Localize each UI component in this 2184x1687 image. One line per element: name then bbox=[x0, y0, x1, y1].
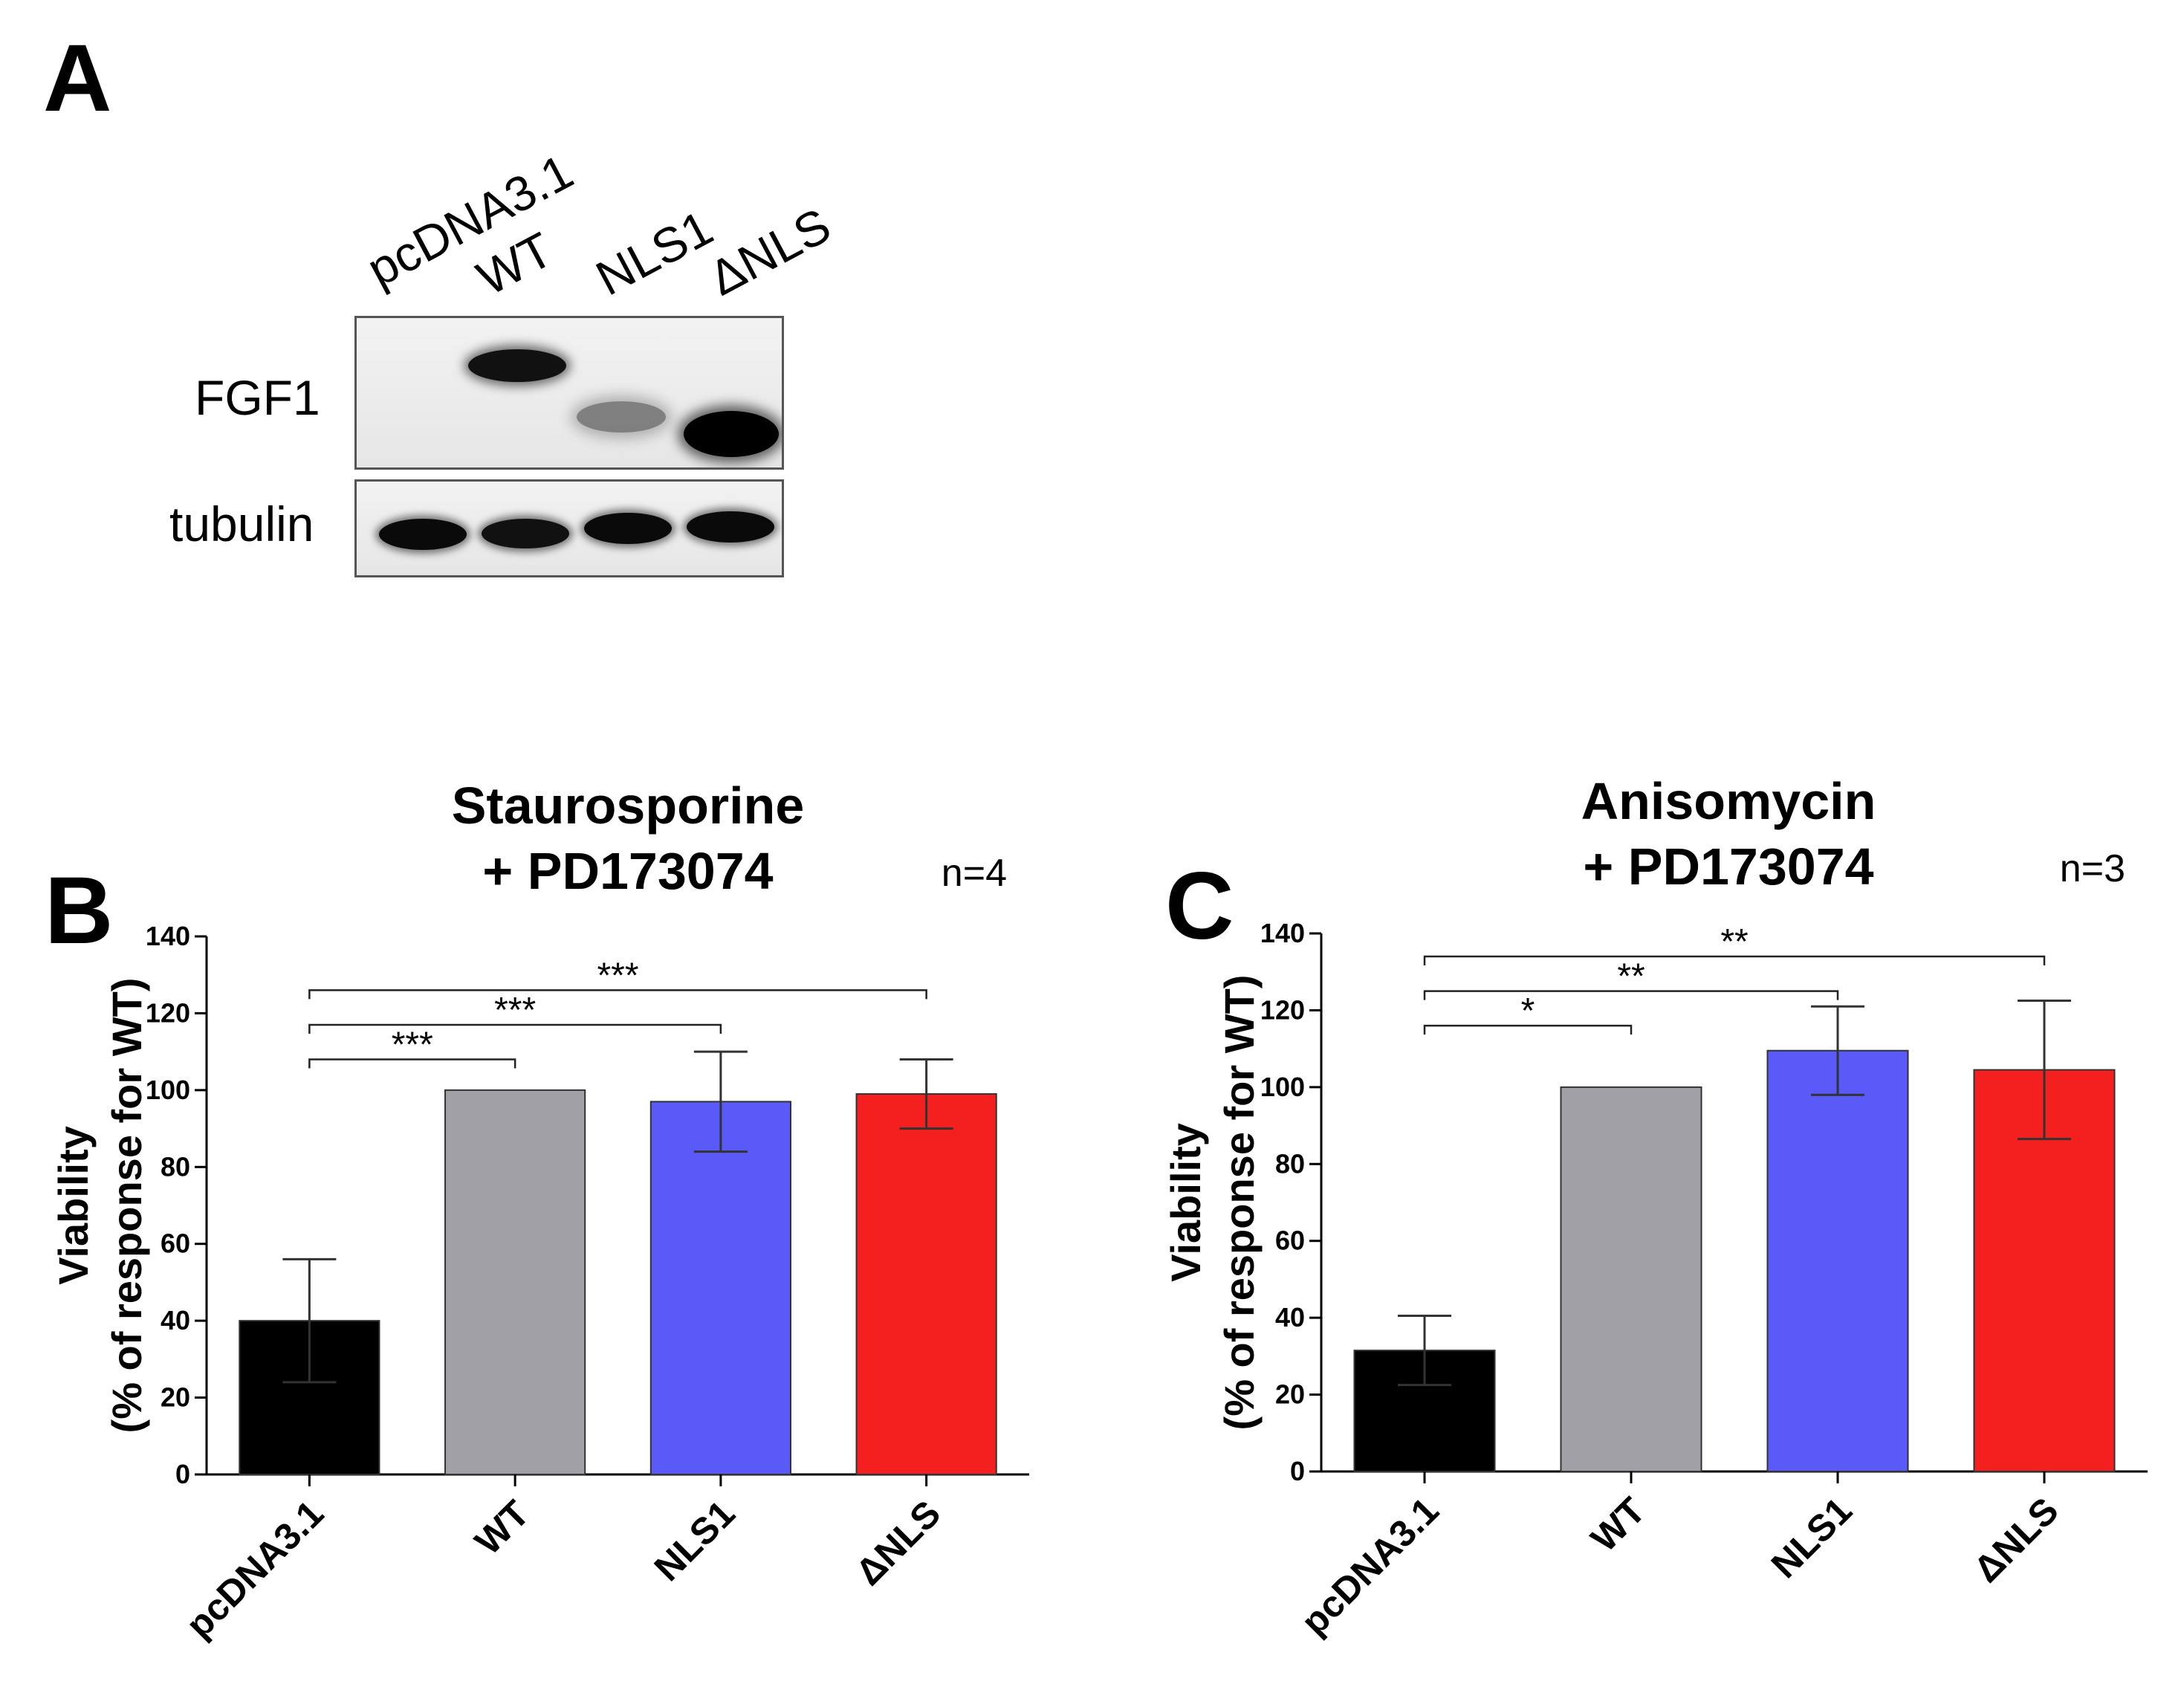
significance-bracket-0 bbox=[1423, 1024, 1633, 1035]
y-tick-label: 20 bbox=[1275, 1379, 1305, 1410]
y-tick-label: 60 bbox=[161, 1228, 190, 1259]
blot-membrane-fgf1 bbox=[354, 316, 784, 470]
y-tick-label: 120 bbox=[146, 997, 190, 1028]
y-tick-label: 0 bbox=[175, 1459, 190, 1489]
significance-bracket-1 bbox=[1423, 990, 1839, 1000]
n-label: n=3 bbox=[2060, 847, 2125, 890]
panel-letter-a: A bbox=[43, 25, 112, 132]
significance-label-0: * bbox=[1521, 991, 1535, 1031]
bar-2 bbox=[1766, 1049, 1909, 1472]
y-axis-label: Viability (% of response for WT) bbox=[50, 978, 150, 1434]
band-tubulin-dnls bbox=[687, 511, 774, 543]
y-axis-label-line-1: Viability bbox=[1162, 1123, 1209, 1282]
y-tick-label: 120 bbox=[1260, 994, 1305, 1025]
panel-letter-c: C bbox=[1165, 853, 1234, 959]
y-tick-label: 60 bbox=[1275, 1225, 1305, 1256]
y-axis-label-line-2: (% of response for WT) bbox=[1216, 975, 1263, 1431]
y-tick-label: 100 bbox=[1260, 1072, 1305, 1102]
significance-label-1: ** bbox=[1617, 957, 1645, 997]
n-label: n=4 bbox=[942, 852, 1007, 895]
blot-membrane-tubulin bbox=[354, 479, 784, 577]
y-tick-label: 20 bbox=[161, 1382, 190, 1413]
row-label-tubulin: tubulin bbox=[169, 496, 314, 551]
y-tick-label: 100 bbox=[146, 1075, 190, 1105]
y-axis-label-line-1: Viability bbox=[50, 1126, 97, 1285]
y-axis-label: Viability (% of response for WT) bbox=[1162, 975, 1263, 1431]
band-fgf1-dnls bbox=[684, 411, 779, 457]
significance-bracket-0 bbox=[308, 1058, 516, 1069]
y-tick-label: 80 bbox=[1275, 1148, 1305, 1179]
x-tick-label-3: ΔNLS bbox=[1966, 1489, 2067, 1590]
x-tick-label-1: WT bbox=[1583, 1489, 1653, 1560]
band-fgf1-nls1 bbox=[577, 401, 666, 433]
band-tubulin-pcdna bbox=[379, 519, 467, 550]
significance-label-2: *** bbox=[597, 956, 638, 995]
chart-title-line-2: + PD173074 bbox=[1583, 838, 1873, 896]
y-tick-label: 140 bbox=[146, 921, 190, 951]
x-tick-label-0: pcDNA3.1 bbox=[1293, 1489, 1447, 1643]
x-tick-label-2: NLS1 bbox=[1763, 1489, 1860, 1586]
chart-title-line-2: + PD173074 bbox=[482, 842, 773, 900]
y-tick-label: 40 bbox=[1275, 1302, 1305, 1333]
significance-bracket-2 bbox=[308, 989, 927, 1000]
significance-label-1: *** bbox=[494, 991, 536, 1030]
band-tubulin-nls1 bbox=[584, 513, 672, 544]
y-tick-label: 140 bbox=[1260, 918, 1305, 948]
significance-label-0: *** bbox=[392, 1025, 433, 1064]
chart-title-line-1: Anisomycin bbox=[1581, 772, 1876, 830]
bar-3 bbox=[855, 1093, 997, 1475]
bar-1 bbox=[444, 1089, 586, 1476]
panel-letter-b: B bbox=[45, 858, 114, 964]
bar-1 bbox=[1560, 1086, 1702, 1473]
band-fgf1-wt bbox=[468, 349, 566, 382]
y-tick-label: 0 bbox=[1290, 1456, 1305, 1486]
significance-bracket-1 bbox=[308, 1023, 722, 1034]
significance-bracket-2 bbox=[1423, 955, 2046, 966]
y-axis-label-line-2: (% of response for WT) bbox=[103, 978, 150, 1434]
band-tubulin-wt bbox=[482, 519, 569, 548]
y-tick-label: 40 bbox=[161, 1305, 190, 1335]
western-blot: pcDNA3.1 WT NLS1 ΔNLS FGF1 tubulin bbox=[0, 0, 966, 609]
significance-label-2: ** bbox=[1720, 922, 1748, 962]
bar-2 bbox=[649, 1101, 791, 1476]
y-tick-label: 80 bbox=[161, 1151, 190, 1182]
chart-title-line-1: Staurosporine bbox=[452, 777, 805, 835]
row-label-fgf1: FGF1 bbox=[195, 370, 320, 425]
